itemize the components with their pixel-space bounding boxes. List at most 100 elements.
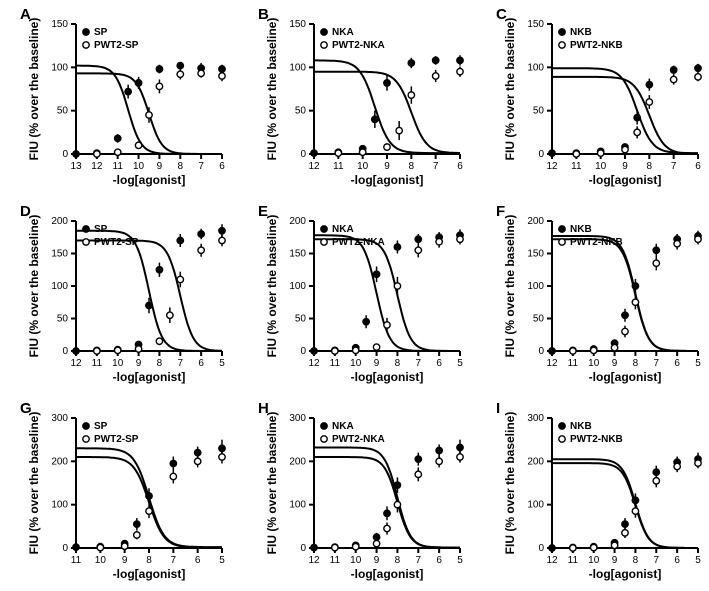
panel-A: 050100150131211109876-log[agonist]FIU (%… [18, 4, 233, 194]
svg-text:50: 50 [533, 106, 545, 117]
panel-I: 010020030012111098765-log[agonist]FIU (%… [494, 398, 709, 588]
svg-text:-log[agonist]: -log[agonist] [589, 173, 662, 187]
svg-text:11: 11 [71, 555, 82, 566]
svg-text:0: 0 [300, 543, 306, 554]
svg-text:12: 12 [308, 161, 320, 172]
svg-text:PWT2-NKB: PWT2-NKB [570, 237, 623, 248]
svg-text:7: 7 [654, 358, 660, 369]
svg-text:10: 10 [588, 555, 600, 566]
svg-text:11: 11 [333, 161, 344, 172]
svg-text:9: 9 [612, 358, 618, 369]
svg-text:NKB: NKB [570, 27, 592, 38]
svg-text:D: D [20, 203, 31, 220]
svg-text:FIU (% over the baseline): FIU (% over the baseline) [27, 18, 41, 161]
svg-text:10: 10 [350, 555, 362, 566]
svg-text:8: 8 [157, 358, 163, 369]
svg-text:PWT2-NKA: PWT2-NKA [332, 434, 385, 445]
svg-text:-log[agonist]: -log[agonist] [113, 370, 186, 384]
svg-text:10: 10 [133, 161, 145, 172]
svg-text:100: 100 [51, 62, 68, 73]
svg-text:PWT2-SP: PWT2-SP [94, 434, 139, 445]
svg-text:10: 10 [357, 161, 369, 172]
svg-text:200: 200 [527, 456, 544, 467]
svg-text:C: C [496, 6, 507, 23]
svg-text:9: 9 [622, 161, 628, 172]
svg-text:6: 6 [695, 161, 701, 172]
svg-text:FIU (% over the baseline): FIU (% over the baseline) [503, 412, 517, 555]
svg-text:6: 6 [219, 161, 225, 172]
svg-text:-log[agonist]: -log[agonist] [589, 370, 662, 384]
svg-text:13: 13 [70, 161, 82, 172]
svg-text:200: 200 [289, 456, 306, 467]
svg-text:PWT2-SP: PWT2-SP [94, 40, 139, 51]
svg-text:0: 0 [300, 149, 306, 160]
svg-text:11: 11 [568, 358, 579, 369]
svg-text:11: 11 [568, 555, 579, 566]
svg-text:8: 8 [647, 161, 653, 172]
svg-text:F: F [496, 203, 505, 220]
svg-text:PWT2-NKB: PWT2-NKB [570, 40, 623, 51]
svg-text:7: 7 [416, 358, 422, 369]
svg-text:FIU (% over the baseline): FIU (% over the baseline) [265, 412, 279, 555]
svg-text:FIU (% over the baseline): FIU (% over the baseline) [27, 412, 41, 555]
svg-text:150: 150 [51, 249, 68, 260]
svg-text:5: 5 [695, 555, 701, 566]
svg-text:10: 10 [95, 555, 107, 566]
svg-text:9: 9 [612, 555, 618, 566]
svg-text:50: 50 [295, 106, 307, 117]
svg-text:150: 150 [289, 249, 306, 260]
svg-text:5: 5 [457, 555, 463, 566]
svg-text:150: 150 [289, 19, 306, 30]
svg-text:300: 300 [51, 413, 68, 424]
svg-text:8: 8 [395, 358, 401, 369]
svg-text:-log[agonist]: -log[agonist] [351, 567, 424, 581]
svg-text:100: 100 [51, 500, 68, 511]
svg-text:50: 50 [295, 314, 307, 325]
svg-text:12: 12 [546, 555, 558, 566]
svg-text:B: B [258, 6, 269, 23]
svg-text:9: 9 [157, 161, 163, 172]
svg-text:10: 10 [112, 358, 124, 369]
svg-text:NKA: NKA [332, 421, 354, 432]
svg-text:9: 9 [384, 161, 390, 172]
panel-C: 0501001501211109876-log[agonist]FIU (% o… [494, 4, 709, 194]
panel-B: 0501001501211109876-log[agonist]FIU (% o… [256, 4, 471, 194]
svg-text:PWT2-NKA: PWT2-NKA [332, 237, 385, 248]
svg-text:12: 12 [91, 161, 103, 172]
panel-F: 05010015020012111098765-log[agonist]FIU … [494, 201, 709, 391]
panel-H: 010020030012111098765-log[agonist]FIU (%… [256, 398, 471, 588]
svg-text:7: 7 [171, 555, 177, 566]
svg-text:300: 300 [289, 413, 306, 424]
svg-text:12: 12 [546, 358, 558, 369]
svg-text:PWT2-NKA: PWT2-NKA [332, 40, 385, 51]
svg-text:FIU (% over the baseline): FIU (% over the baseline) [503, 215, 517, 358]
svg-text:SP: SP [94, 421, 108, 432]
svg-text:0: 0 [538, 543, 544, 554]
svg-text:150: 150 [51, 19, 68, 30]
svg-text:150: 150 [527, 19, 544, 30]
svg-text:8: 8 [409, 161, 415, 172]
svg-text:200: 200 [527, 216, 544, 227]
svg-text:FIU (% over the baseline): FIU (% over the baseline) [265, 18, 279, 161]
svg-text:12: 12 [546, 161, 558, 172]
svg-text:6: 6 [457, 161, 463, 172]
panel-G: 0100200300111098765-log[agonist]FIU (% o… [18, 398, 233, 588]
svg-text:5: 5 [457, 358, 463, 369]
figure-grid: { "global":{ "bg":"#ffffff", "axis_color… [0, 0, 709, 591]
svg-text:12: 12 [308, 358, 320, 369]
svg-text:0: 0 [300, 346, 306, 357]
svg-text:10: 10 [595, 161, 607, 172]
svg-text:8: 8 [395, 555, 401, 566]
svg-text:6: 6 [674, 358, 680, 369]
svg-text:200: 200 [51, 216, 68, 227]
svg-text:50: 50 [57, 314, 69, 325]
svg-text:FIU (% over the baseline): FIU (% over the baseline) [503, 18, 517, 161]
svg-text:9: 9 [374, 555, 380, 566]
svg-text:9: 9 [136, 358, 142, 369]
svg-text:NKB: NKB [570, 224, 592, 235]
svg-text:PWT2-SP: PWT2-SP [94, 237, 139, 248]
svg-text:200: 200 [51, 456, 68, 467]
svg-text:50: 50 [533, 314, 545, 325]
svg-text:6: 6 [198, 358, 204, 369]
svg-text:8: 8 [178, 161, 184, 172]
